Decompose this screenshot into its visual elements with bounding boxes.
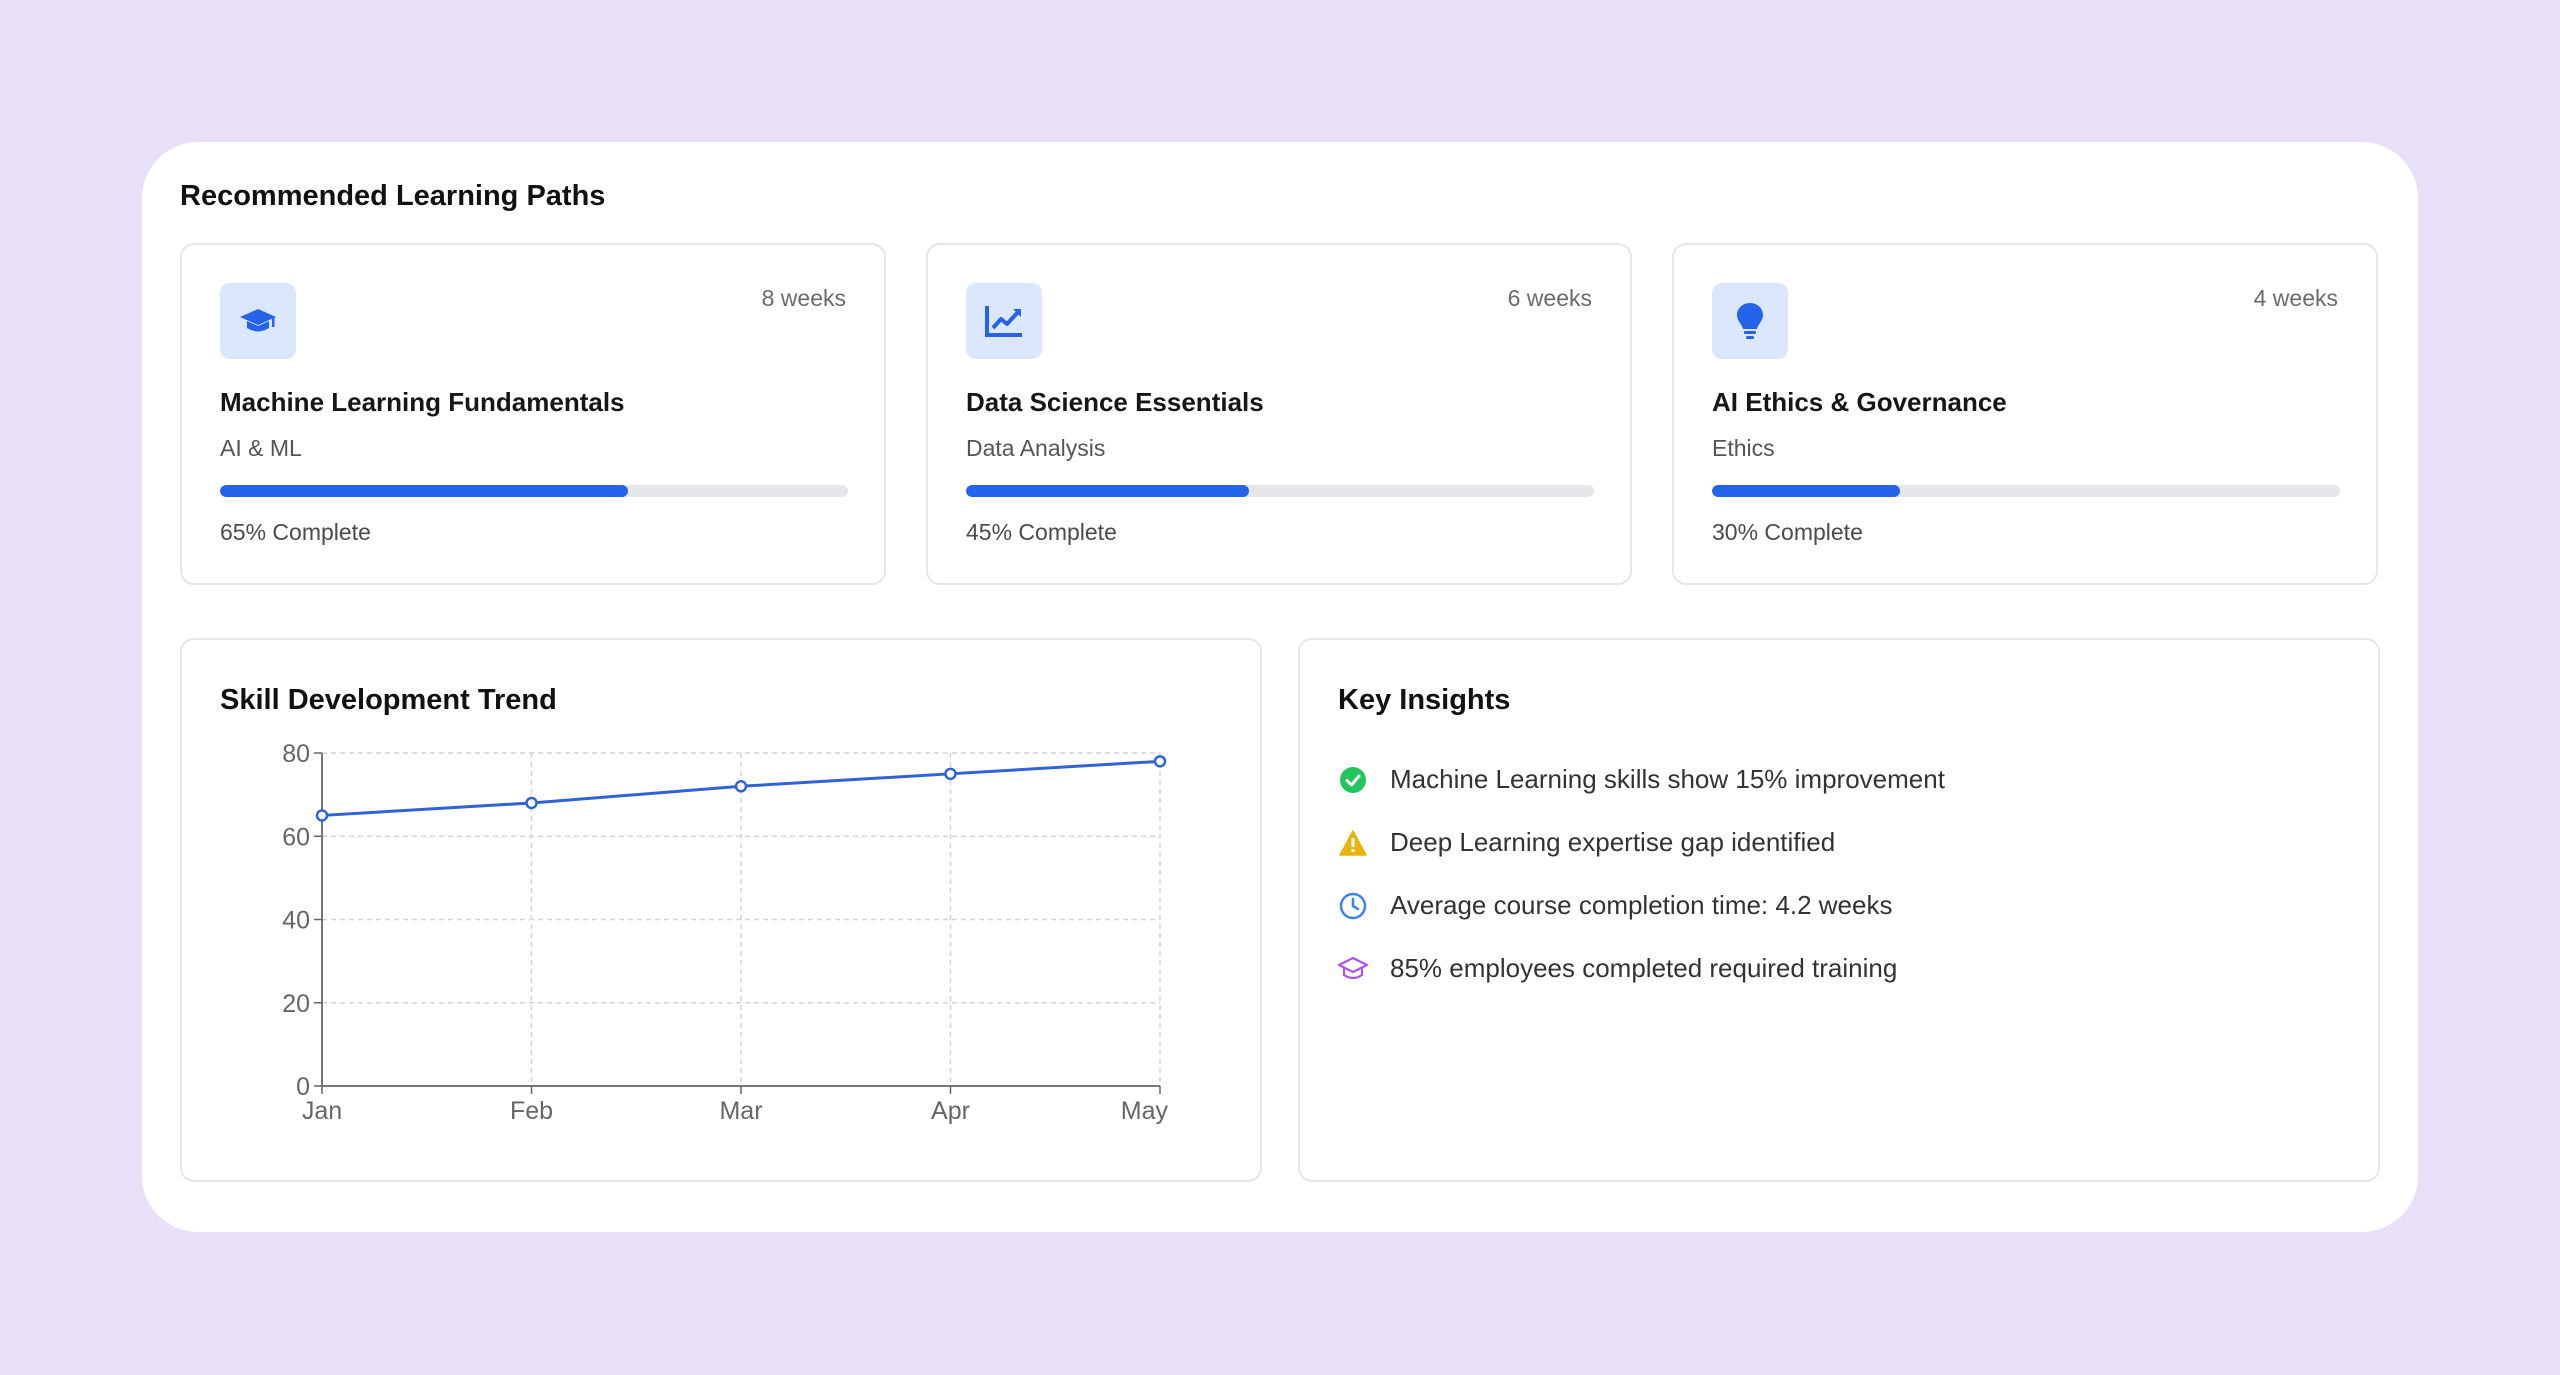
path-duration: 8 weeks [761, 285, 846, 311]
insight-item: 85% employees completed required trainin… [1338, 937, 1945, 1000]
graduation-cap-icon [1338, 954, 1368, 984]
clock-icon [1338, 891, 1368, 921]
data-point [315, 809, 329, 822]
insight-item: Deep Learning expertise gap identified [1338, 811, 1945, 874]
chart-line-icon [966, 283, 1042, 359]
path-category: Data Analysis [966, 435, 1106, 461]
learning-path-card-ai-ethics[interactable]: 4 weeks AI Ethics & Governance Ethics 30… [1672, 243, 2378, 585]
y-tick-label: 40 [282, 907, 310, 935]
path-title: Data Science Essentials [966, 387, 1264, 417]
progress-label: 45% Complete [966, 519, 1117, 545]
insight-item: Average course completion time: 4.2 week… [1338, 874, 1945, 937]
learning-path-card-data-science[interactable]: 6 weeks Data Science Essentials Data Ana… [926, 243, 1632, 585]
insight-text: 85% employees completed required trainin… [1390, 953, 1898, 983]
y-tick-label: 20 [282, 990, 310, 1018]
data-point [944, 767, 957, 781]
progress-fill [966, 485, 1249, 497]
data-point [525, 796, 538, 810]
warning-icon [1338, 828, 1368, 858]
insight-item: Machine Learning skills show 15% improve… [1338, 748, 1945, 811]
progress-fill [220, 485, 629, 497]
progress-bar [966, 485, 1594, 497]
progress-fill [1712, 485, 1901, 497]
key-insights-card: Key Insights Machine Learning skills sho… [1298, 638, 2380, 1182]
graduation-cap-icon [220, 283, 296, 359]
insights-title: Key Insights [1338, 684, 1511, 716]
check-circle-icon [1338, 765, 1368, 795]
path-duration: 4 weeks [2253, 285, 2338, 311]
dashboard-panel: Recommended Learning Paths 8 weeks Machi… [142, 142, 2418, 1232]
insight-text: Machine Learning skills show 15% improve… [1390, 764, 1945, 794]
insight-text: Average course completion time: 4.2 week… [1390, 890, 1893, 920]
data-point [1153, 755, 1167, 768]
x-tick-label: Jan [302, 1097, 342, 1125]
y-tick-label: 80 [282, 740, 310, 768]
path-title: Machine Learning Fundamentals [220, 387, 625, 417]
insights-list: Machine Learning skills show 15% improve… [1338, 748, 1945, 1000]
x-tick-label: May [1121, 1097, 1169, 1125]
x-tick-label: Mar [719, 1097, 762, 1125]
path-title: AI Ethics & Governance [1712, 387, 2007, 417]
y-tick-label: 60 [282, 823, 310, 851]
progress-label: 65% Complete [220, 519, 371, 545]
path-category: Ethics [1712, 435, 1775, 461]
learning-path-card-machine-learning[interactable]: 8 weeks Machine Learning Fundamentals AI… [180, 243, 886, 585]
section-title: Recommended Learning Paths [180, 180, 606, 212]
x-tick-label: Feb [510, 1097, 553, 1125]
insight-text: Deep Learning expertise gap identified [1390, 827, 1836, 857]
path-duration: 6 weeks [1507, 285, 1592, 311]
data-point [734, 780, 748, 793]
path-category: AI & ML [220, 435, 302, 461]
progress-bar [220, 485, 848, 497]
lightbulb-icon [1712, 283, 1788, 359]
x-tick-label: Apr [931, 1097, 970, 1125]
skill-trend-chart: 0 20 40 60 80 Jan Feb Mar Apr May [282, 740, 1169, 1125]
progress-label: 30% Complete [1712, 519, 1863, 545]
y-tick-label: 0 [296, 1073, 310, 1101]
skill-trend-card: Skill Development Trend 0 20 40 60 80 Jan Feb M… [180, 638, 1262, 1182]
progress-bar [1712, 485, 2340, 497]
chart-title: Skill Development Trend [220, 684, 557, 716]
